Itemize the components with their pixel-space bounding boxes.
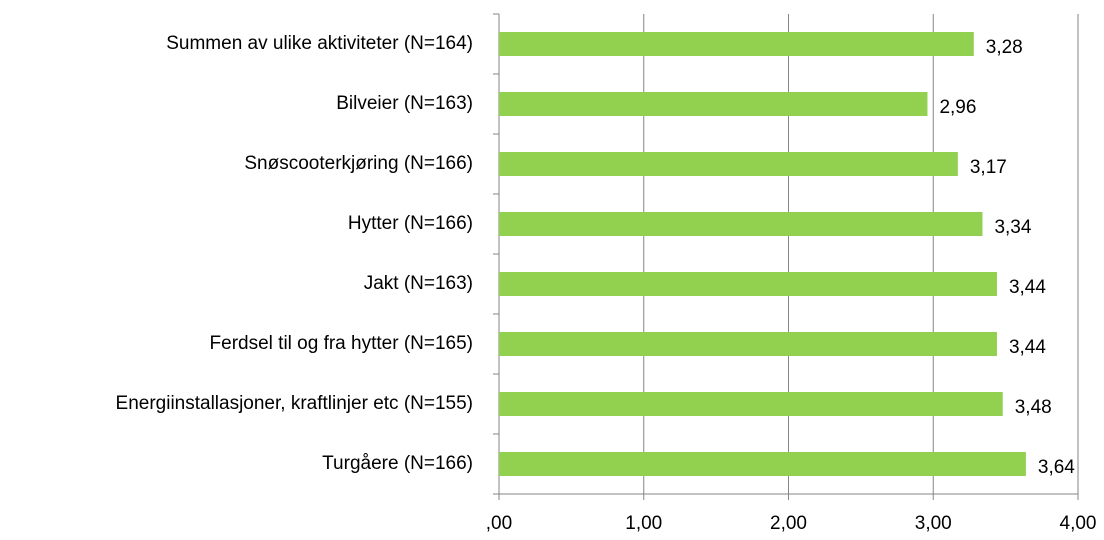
y-tick-label: Ferdsel til og fra hytter (N=165)	[210, 333, 473, 354]
bar	[499, 332, 997, 356]
value-label: 3,48	[1015, 397, 1052, 418]
x-tick-label: 2,00	[770, 513, 807, 534]
bar	[499, 212, 983, 236]
y-tick-label: Hytter (N=166)	[348, 213, 473, 234]
x-tick-label: 3,00	[915, 513, 952, 534]
y-tick-label: Turgåere (N=166)	[322, 453, 473, 474]
value-label: 2,96	[939, 97, 976, 118]
value-label: 3,44	[1009, 337, 1046, 358]
y-tick-label: Summen av ulike aktiviteter (N=164)	[166, 33, 473, 54]
x-tick-label: ,00	[486, 513, 512, 534]
bar	[499, 32, 974, 56]
value-label: 3,17	[970, 157, 1007, 178]
value-label: 3,34	[994, 217, 1031, 238]
bar	[499, 452, 1026, 476]
x-tick-label: 4,00	[1060, 513, 1097, 534]
value-label: 3,28	[986, 37, 1023, 58]
value-label: 3,64	[1038, 457, 1075, 478]
bar	[499, 392, 1003, 416]
bar	[499, 92, 928, 116]
y-tick-label: Bilveier (N=163)	[336, 93, 473, 114]
bar	[499, 152, 958, 176]
value-label: 3,44	[1009, 277, 1046, 298]
y-tick-label: Energiinstallasjoner, kraftlinjer etc (N…	[116, 393, 473, 414]
bar	[499, 272, 997, 296]
x-tick-label: 1,00	[625, 513, 662, 534]
y-tick-label: Snøscooterkjøring (N=166)	[244, 153, 473, 174]
y-tick-label: Jakt (N=163)	[364, 273, 473, 294]
